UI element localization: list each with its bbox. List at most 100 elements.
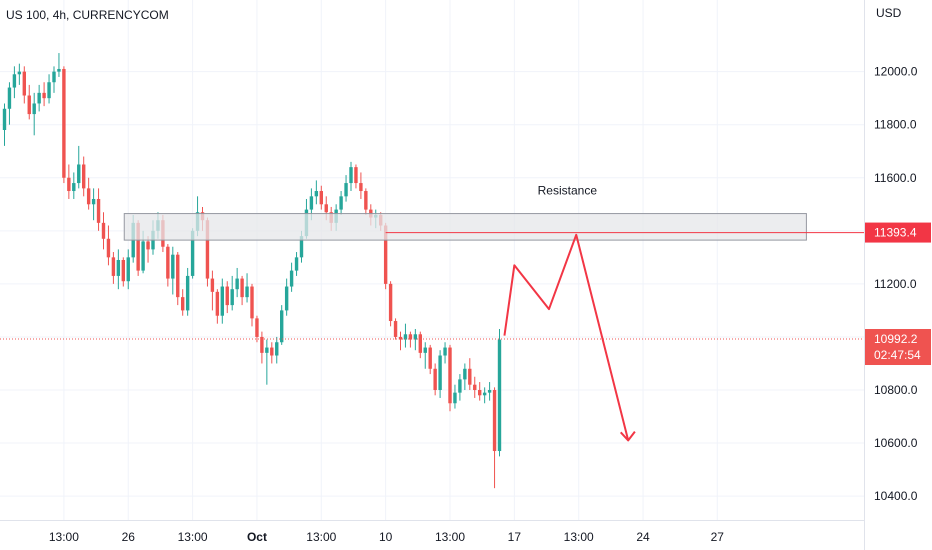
candle-body	[22, 71, 26, 96]
y-tick-label: 11200.0	[874, 277, 917, 291]
candle-body	[482, 392, 487, 396]
y-tick-label: 10800.0	[874, 383, 918, 397]
candlestick-series	[2, 53, 502, 489]
candle-body	[354, 167, 358, 184]
candle-body	[2, 108, 7, 130]
candle-body	[433, 368, 437, 390]
candle-body	[473, 384, 477, 390]
candle-body	[57, 68, 61, 72]
candle-body	[314, 191, 319, 197]
candle-body	[393, 321, 398, 337]
candle-body	[176, 254, 180, 298]
resistance-zone[interactable]	[123, 213, 807, 241]
candle-body	[260, 336, 264, 353]
candle-body	[37, 92, 41, 104]
candle-body	[220, 286, 224, 316]
candle-body	[72, 183, 76, 192]
candle-body	[166, 246, 170, 279]
candle-body	[82, 164, 86, 189]
x-tick-label: Oct	[247, 530, 267, 544]
candle-body	[299, 236, 304, 258]
candle-body	[106, 238, 111, 258]
candle-body	[289, 270, 294, 287]
candle-body	[27, 95, 31, 115]
candle-body	[141, 241, 145, 271]
candle-body	[492, 390, 497, 452]
x-tick-label: 17	[508, 530, 522, 544]
projection-arrowhead	[619, 431, 636, 442]
candle-body	[116, 260, 121, 276]
x-tick-label: 13:00	[564, 530, 594, 544]
candle-body	[121, 260, 125, 282]
symbol-title[interactable]: US 100, 4h, CURRENCYCOM	[6, 8, 169, 22]
candle-body	[265, 347, 269, 353]
candle-body	[185, 275, 190, 311]
candle-body	[418, 334, 422, 353]
candle-body	[52, 71, 56, 83]
candle-body	[12, 74, 17, 88]
x-tick-label: 26	[122, 530, 136, 544]
candle-body	[250, 286, 254, 319]
y-tick-label: 10600.0	[874, 436, 918, 450]
projection-path[interactable]	[503, 233, 630, 441]
candle-body	[463, 368, 467, 380]
currency-label: USD	[876, 6, 902, 20]
x-tick-label: 13:00	[49, 530, 79, 544]
candle-body	[428, 347, 432, 369]
candle-body	[42, 92, 46, 99]
candle-body	[339, 196, 343, 210]
x-tick-label: 10	[379, 530, 393, 544]
y-tick-label: 11600.0	[874, 171, 917, 185]
candle-body	[101, 222, 106, 239]
candle-body	[77, 164, 81, 184]
candle-body	[398, 336, 403, 340]
resistance-label: Resistance	[538, 184, 598, 198]
y-tick-label: 11800.0	[874, 118, 917, 132]
candle-body	[443, 347, 447, 356]
candle-body	[309, 196, 314, 210]
candle-body	[17, 71, 22, 75]
price-axis[interactable]: USD12000.011800.011600.011400.011200.011…	[864, 0, 932, 550]
candle-body	[235, 278, 239, 290]
x-tick-label: 24	[636, 530, 650, 544]
candle-body	[324, 204, 328, 213]
candle-body	[47, 82, 51, 99]
candle-body	[270, 347, 274, 356]
candle-body	[497, 339, 502, 452]
level-price-label: 11393.4	[874, 226, 917, 240]
candle-body	[319, 191, 323, 205]
candle-body	[383, 225, 388, 284]
candle-body	[453, 392, 457, 404]
candle-body	[255, 318, 259, 337]
candle-body	[344, 183, 348, 197]
candle-body	[171, 254, 175, 279]
time-axis[interactable]: 13:00 26 13:00 Oct 13:00 10 13:00 17 13:00 24 27	[0, 520, 864, 545]
candle-body	[136, 222, 140, 271]
candle-body	[210, 278, 215, 292]
candle-body	[487, 390, 492, 393]
candle-body	[62, 68, 66, 178]
candle-body	[111, 257, 116, 276]
candle-body	[349, 167, 353, 184]
candle-body	[240, 278, 244, 298]
candle-body	[190, 230, 195, 276]
candle-body	[7, 87, 12, 109]
candle-body	[181, 297, 185, 311]
candle-body	[146, 241, 150, 250]
candle-body	[67, 177, 71, 192]
candle-body	[96, 198, 101, 223]
candle-body	[423, 347, 427, 353]
candle-body	[478, 390, 482, 396]
candle-body	[468, 368, 472, 385]
candle-body	[126, 257, 130, 282]
y-tick-label: 12000.0	[874, 65, 918, 79]
candle-body	[458, 379, 462, 393]
y-tick-label: 10400.0	[874, 489, 918, 503]
grid-lines	[0, 0, 864, 520]
candle-body	[230, 289, 234, 306]
candle-body	[86, 188, 91, 205]
x-tick-label: 13:00	[306, 530, 336, 544]
last-price-label: 10992.2	[874, 332, 918, 346]
candle-body	[408, 334, 413, 340]
